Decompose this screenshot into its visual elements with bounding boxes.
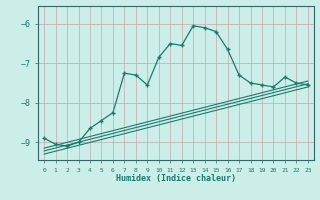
X-axis label: Humidex (Indice chaleur): Humidex (Indice chaleur) [116,174,236,183]
